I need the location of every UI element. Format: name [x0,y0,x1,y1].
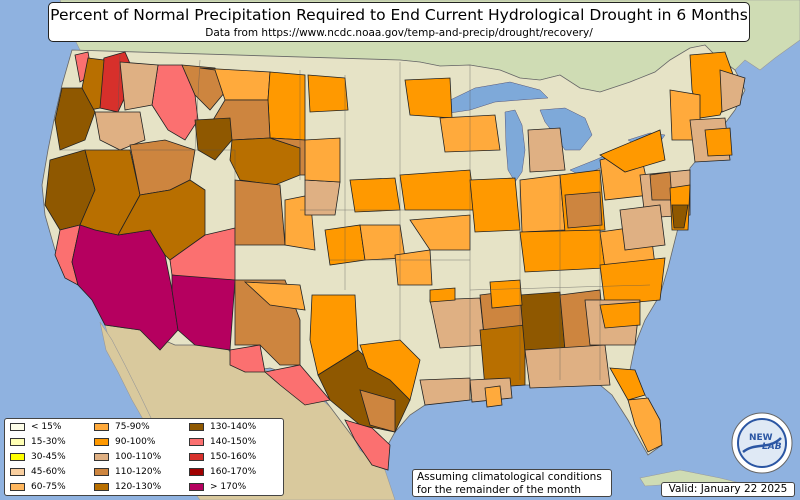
lab-logo-icon: NEW LAB [731,412,793,474]
legend-label: > 170% [210,482,247,492]
legend-swatch [189,422,204,431]
legend-label: 110-120% [115,467,162,477]
legend-item: 60-75% [10,481,66,493]
legend-label: 90-100% [115,437,156,447]
logo-text-main: NEW [749,433,773,443]
legend-label: 75-90% [115,422,150,432]
drought-regions [44,51,746,471]
legend-swatch [10,482,25,491]
legend-swatch [189,482,204,491]
map-title: Percent of Normal Precipitation Required… [50,6,748,24]
legend-label: 15-30% [31,437,66,447]
legend-item: > 170% [189,481,246,493]
legend-swatch [94,467,109,476]
lake-superior [439,81,549,114]
legend-label: 60-75% [31,482,66,492]
legend-swatch [94,422,109,431]
legend-item: 30-45% [10,451,66,463]
state-lines [60,54,651,380]
legend-item: 45-60% [10,466,66,478]
legend-item: 15-30% [10,436,66,448]
legend-label: < 15% [31,422,62,432]
legend-item: 150-160% [189,451,256,463]
title-box: Percent of Normal Precipitation Required… [48,2,750,42]
legend-swatch [10,452,25,461]
legend-label: 130-140% [210,422,257,432]
logo-text-lab: LAB [762,442,782,452]
note-line-2: for the remainder of the month [417,483,582,496]
legend-swatch [189,452,204,461]
legend-item: 140-150% [189,436,256,448]
legend: < 15% 15-30% 30-45% 45-60% 60-75% 75-90% 90-10… [4,418,284,496]
legend-item: < 15% [10,421,61,433]
legend-label: 120-130% [115,482,162,492]
legend-swatch [189,467,204,476]
legend-item: 120-130% [94,481,161,493]
legend-item: 90-100% [94,436,155,448]
legend-item: 160-170% [189,466,256,478]
legend-swatch [10,467,25,476]
legend-item: 130-140% [189,421,256,433]
legend-label: 150-160% [210,452,257,462]
legend-label: 45-60% [31,467,66,477]
valid-date: Valid: January 22 2025 [661,482,795,497]
legend-item: 75-90% [94,421,150,433]
note-line-1: Assuming climatological conditions [417,471,602,483]
map-subtitle: Data from https://www.ncdc.noaa.gov/temp… [205,27,593,39]
legend-swatch [94,437,109,446]
legend-swatch [94,482,109,491]
assumption-note: Assuming climatological conditions for t… [412,469,612,497]
legend-label: 140-150% [210,437,257,447]
lake-huron [539,107,593,151]
legend-swatch [10,422,25,431]
legend-label: 100-110% [115,452,162,462]
legend-swatch [189,437,204,446]
legend-item: 110-120% [94,466,161,478]
legend-label: 160-170% [210,467,257,477]
legend-swatch [94,452,109,461]
legend-swatch [10,437,25,446]
legend-item: 100-110% [94,451,161,463]
legend-label: 30-45% [31,452,66,462]
lake-michigan [504,109,526,183]
